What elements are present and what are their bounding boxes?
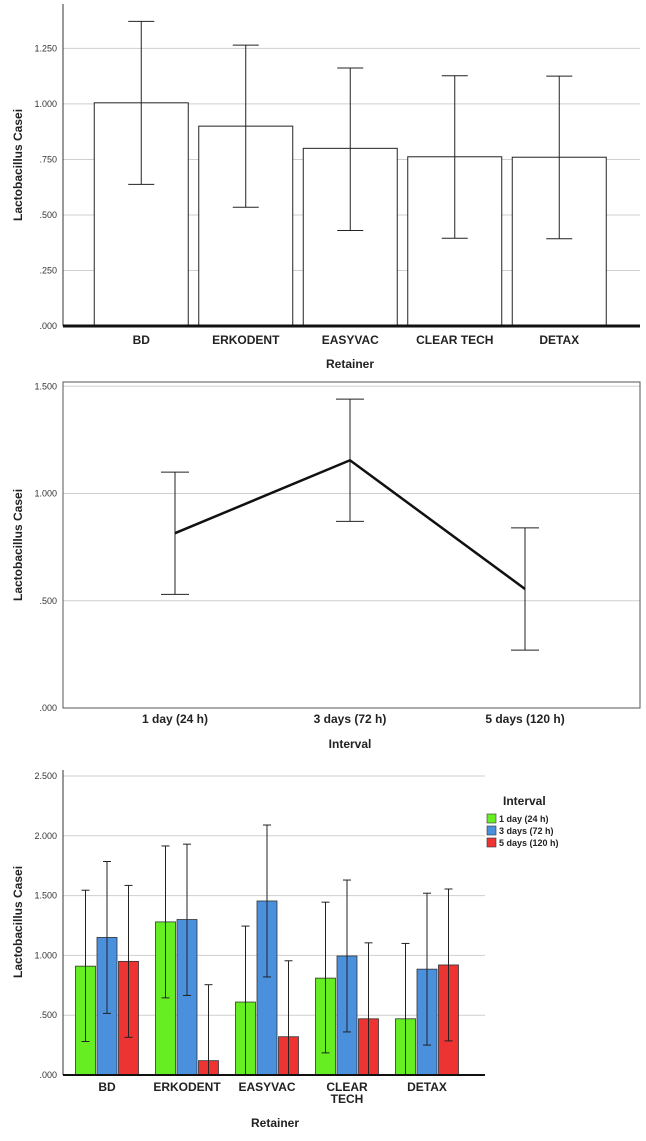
y-axis-title: Lactobacillus Casei xyxy=(11,866,25,978)
error-bar xyxy=(546,75,573,240)
error-bars xyxy=(128,20,573,240)
error-bar xyxy=(128,20,155,185)
error-bar xyxy=(441,75,468,239)
y-tick-label: 1.250 xyxy=(34,43,57,53)
y-tick-label: .250 xyxy=(39,265,57,275)
error-bar xyxy=(232,44,259,208)
y-tick-labels: .000 .500 1.000 1.500 2.000 2.500 xyxy=(34,771,57,1080)
y-tick-labels: .000 .250 .500 .750 1.000 1.250 xyxy=(34,43,57,331)
legend-label: 1 day (24 h) xyxy=(499,814,549,824)
y-tick-label: .000 xyxy=(39,321,57,331)
error-bar xyxy=(343,879,351,1033)
error-bar xyxy=(124,884,133,1038)
y-tick-label: 1.500 xyxy=(34,891,57,901)
legend: Interval 1 day (24 h) 3 days (72 h) 5 days… xyxy=(486,794,559,848)
error-bar xyxy=(81,889,90,1043)
chart-interval-line: .000 .500 1.000 1.500 1 day (24 h) 3 days (7… xyxy=(11,381,641,751)
gridlines xyxy=(63,385,640,602)
y-axis-title: Lactobacillus Casei xyxy=(11,489,25,601)
error-bar xyxy=(337,67,364,232)
legend-swatch xyxy=(486,813,497,824)
error-bars xyxy=(161,398,539,651)
x-tick-label: 3 days (72 h) xyxy=(314,712,387,726)
x-axis-title: Interval xyxy=(329,737,372,751)
y-tick-label: .500 xyxy=(39,1010,57,1020)
legend-swatch xyxy=(486,837,497,848)
y-tick-label: 1.000 xyxy=(34,99,57,109)
y-tick-label: .500 xyxy=(39,596,57,606)
error-bar xyxy=(263,824,271,978)
x-tick-label: EASYVAC xyxy=(322,333,379,347)
error-bar xyxy=(444,888,453,1042)
x-tick-label: BD xyxy=(98,1080,116,1094)
error-bar xyxy=(161,845,170,999)
x-tick-label: CLEAR TECH xyxy=(416,333,493,347)
chart-retainer-grouped-bar: .000 .500 1.000 1.500 2.000 2.500 BD ERKODENT E… xyxy=(11,770,559,1130)
y-tick-label: .750 xyxy=(39,154,57,164)
x-tick-label: EASYVAC xyxy=(238,1080,295,1094)
y-tick-label: .000 xyxy=(39,1070,57,1080)
y-tick-label: 1.000 xyxy=(34,950,57,960)
error-bar xyxy=(321,901,330,1054)
x-tick-label: BD xyxy=(133,333,151,347)
x-tick-label: 1 day (24 h) xyxy=(142,712,208,726)
y-tick-label: .000 xyxy=(39,703,57,713)
series-line xyxy=(174,458,526,590)
y-tick-label: 1.000 xyxy=(34,489,57,499)
x-axis-title: Retainer xyxy=(251,1116,299,1130)
error-bar xyxy=(183,843,191,996)
x-tick-label: ERKODENT xyxy=(212,333,280,347)
error-bars xyxy=(81,824,453,1076)
chart-retainer-bar: .000 .250 .500 .750 1.000 1.250 BD ERKODENT EAS… xyxy=(11,4,640,371)
legend-title: Interval xyxy=(503,794,546,808)
y-tick-label: 2.500 xyxy=(34,771,57,781)
y-tick-labels: .000 .500 1.000 1.500 xyxy=(34,381,57,713)
y-tick-label: 1.500 xyxy=(34,381,57,391)
x-tick-label: 5 days (120 h) xyxy=(485,712,564,726)
legend-label: 5 days (120 h) xyxy=(499,838,559,848)
x-tick-label: DETAX xyxy=(539,333,579,347)
error-bar xyxy=(103,861,111,1014)
plot-frame xyxy=(62,381,641,709)
x-tick-label: CLEAR xyxy=(326,1080,368,1094)
x-axis-title: Retainer xyxy=(326,357,374,371)
y-tick-label: .500 xyxy=(39,210,57,220)
x-tick-label: DETAX xyxy=(407,1080,447,1094)
legend-swatch xyxy=(486,825,497,836)
x-tick-label: TECH xyxy=(331,1092,364,1106)
y-axis-title: Lactobacillus Casei xyxy=(11,109,25,221)
x-tick-labels: BD ERKODENT EASYVAC CLEAR TECH DETAX xyxy=(133,333,580,347)
x-tick-label: ERKODENT xyxy=(153,1080,221,1094)
legend-label: 3 days (72 h) xyxy=(499,826,554,836)
error-bar xyxy=(423,892,431,1046)
y-tick-label: 2.000 xyxy=(34,831,57,841)
x-tick-labels: 1 day (24 h) 3 days (72 h) 5 days (120 h) xyxy=(142,712,565,726)
